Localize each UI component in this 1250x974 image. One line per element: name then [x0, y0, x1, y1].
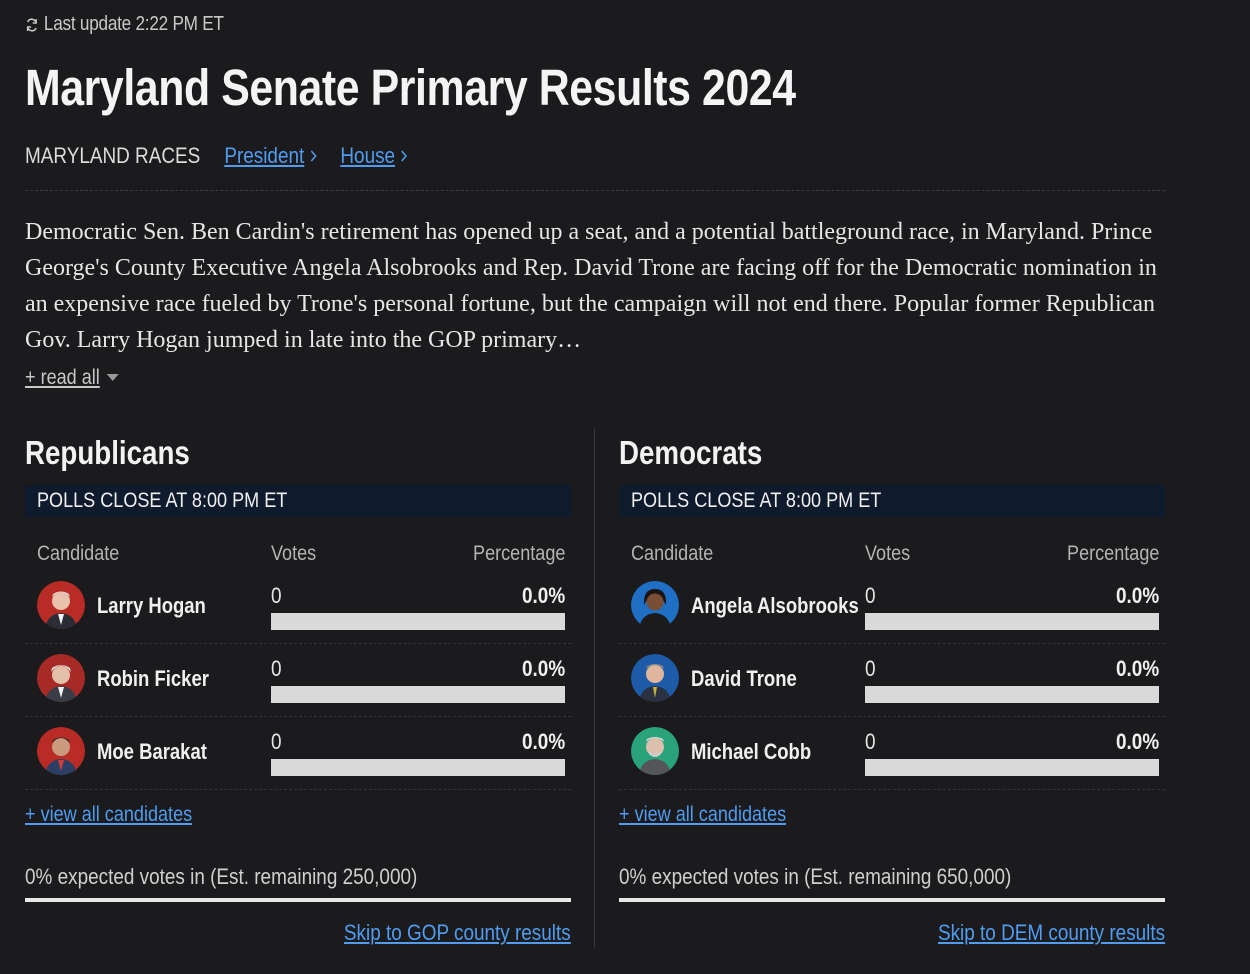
- candidate-row: Moe Barakat 0 0.0%: [25, 717, 571, 790]
- vote-share-bar: [271, 613, 565, 630]
- candidate-name: Michael Cobb: [691, 739, 812, 764]
- race-description: Democratic Sen. Ben Cardin's retirement …: [25, 219, 1157, 353]
- expected-votes-progress: [25, 898, 571, 902]
- candidate-votes: 0: [271, 583, 282, 608]
- races-nav: MARYLAND RACES President House: [25, 143, 1165, 191]
- candidate-avatar: [631, 727, 679, 775]
- view-all-candidates-link[interactable]: + view all candidates: [25, 803, 193, 826]
- candidate-votes: 0: [271, 656, 282, 681]
- polls-close-banner: POLLS CLOSE AT 8:00 PM ET: [619, 485, 1165, 517]
- candidate-avatar: [631, 654, 679, 702]
- races-label: MARYLAND RACES: [25, 143, 201, 168]
- candidate-list: Larry Hogan 0 0.0% Robin Ficker 0 0.0% M…: [25, 571, 571, 790]
- candidate-percentage: 0.0%: [521, 729, 565, 754]
- polls-close-text: POLLS CLOSE AT 8:00 PM ET: [37, 489, 288, 512]
- column-divider: [594, 428, 595, 948]
- expected-votes-text: 0% expected votes in (Est. remaining 250…: [25, 864, 418, 889]
- panel-title: Democrats: [619, 434, 763, 471]
- vote-share-bar: [865, 686, 1159, 703]
- last-update-text: Last update 2:22 PM ET: [43, 13, 224, 35]
- view-all-candidates-link[interactable]: + view all candidates: [619, 803, 787, 826]
- candidate-percentage: 0.0%: [1115, 729, 1159, 754]
- refresh-icon: [26, 17, 37, 32]
- candidate-votes: 0: [271, 729, 282, 754]
- column-header-candidate: Candidate: [37, 542, 120, 565]
- candidate-name: Robin Ficker: [97, 666, 209, 691]
- candidate-row: Michael Cobb 0 0.0%: [619, 717, 1165, 790]
- candidate-list: Angela Alsobrooks 0 0.0% David Trone 0 0…: [619, 571, 1165, 790]
- last-update: Last update 2:22 PM ET: [25, 13, 224, 36]
- candidate-percentage: 0.0%: [1115, 583, 1159, 608]
- candidate-avatar: [37, 581, 85, 629]
- caret-down-icon: [106, 374, 119, 381]
- column-header-votes: Votes: [865, 542, 911, 565]
- candidate-name: David Trone: [691, 666, 797, 691]
- candidate-votes: 0: [865, 656, 876, 681]
- candidate-row: Larry Hogan 0 0.0%: [25, 571, 571, 644]
- column-header-votes: Votes: [271, 542, 317, 565]
- expected-votes-text: 0% expected votes in (Est. remaining 650…: [619, 864, 1012, 889]
- vote-share-bar: [271, 759, 565, 776]
- expected-votes-progress: [619, 898, 1165, 902]
- race-link-president-label: President: [224, 143, 305, 168]
- panel-title: Republicans: [25, 434, 190, 471]
- polls-close-text: POLLS CLOSE AT 8:00 PM ET: [631, 489, 882, 512]
- chevron-right-icon: [310, 150, 317, 162]
- candidate-percentage: 0.0%: [1115, 656, 1159, 681]
- candidate-row: Angela Alsobrooks 0 0.0%: [619, 571, 1165, 644]
- read-all-toggle[interactable]: + read all: [25, 366, 119, 390]
- candidate-percentage: 0.0%: [521, 656, 565, 681]
- race-link-president[interactable]: President: [224, 143, 318, 169]
- column-header-candidate: Candidate: [631, 542, 714, 565]
- race-link-house-label: House: [340, 143, 396, 168]
- vote-share-bar: [271, 686, 565, 703]
- chevron-right-icon: [401, 150, 408, 162]
- candidate-percentage: 0.0%: [521, 583, 565, 608]
- vote-share-bar: [865, 613, 1159, 630]
- candidate-avatar: [37, 654, 85, 702]
- read-all-label: + read all: [25, 366, 100, 389]
- candidate-row: David Trone 0 0.0%: [619, 644, 1165, 717]
- candidate-name: Larry Hogan: [97, 593, 206, 618]
- page-title: Maryland Senate Primary Results 2024: [25, 59, 796, 116]
- candidate-name: Angela Alsobrooks: [691, 593, 859, 618]
- race-link-house[interactable]: House: [340, 143, 408, 169]
- candidate-avatar: [37, 727, 85, 775]
- column-header-percentage: Percentage: [1066, 542, 1159, 565]
- candidate-votes: 0: [865, 729, 876, 754]
- skip-to-gop-county-results-link[interactable]: Skip to GOP county results: [344, 920, 571, 945]
- column-header-percentage: Percentage: [472, 542, 565, 565]
- polls-close-banner: POLLS CLOSE AT 8:00 PM ET: [25, 485, 571, 517]
- skip-to-dem-county-results-link[interactable]: Skip to DEM county results: [937, 920, 1165, 945]
- candidate-avatar: [631, 581, 679, 629]
- candidate-name: Moe Barakat: [97, 739, 207, 764]
- candidate-votes: 0: [865, 583, 876, 608]
- candidate-row: Robin Ficker 0 0.0%: [25, 644, 571, 717]
- vote-share-bar: [865, 759, 1159, 776]
